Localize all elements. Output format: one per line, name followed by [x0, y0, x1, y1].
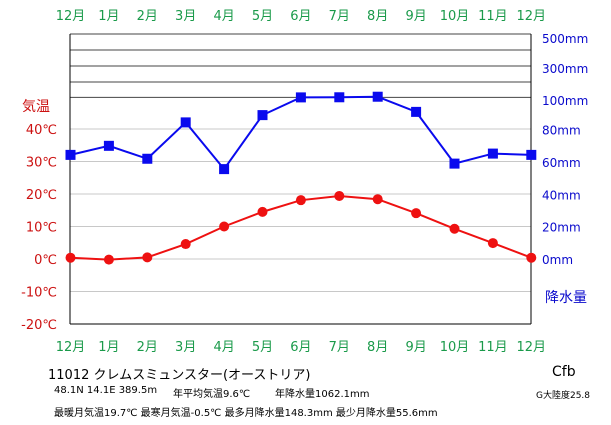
- temperature-line: [70, 194, 532, 261]
- month-label-top: 8月: [367, 9, 388, 24]
- month-label-top: 12月: [517, 9, 547, 24]
- temperature-axis: 気温 40℃ 30℃ 20℃ 10℃ 0℃ -10℃ -20℃: [21, 99, 57, 333]
- month-label-top: 10月: [440, 9, 470, 24]
- temperature-point: [487, 238, 498, 249]
- precipitation-axis-label: 降水量: [545, 290, 587, 306]
- month-label-bottom: 12月: [56, 340, 86, 355]
- precipitation-point: [142, 153, 153, 164]
- temperature-tick-label: 10℃: [26, 221, 57, 236]
- month-label-top: 1月: [98, 9, 119, 24]
- monthly-extremes: 最暖月気温19.7℃ 最寒月気温-0.5℃ 最多月降水量148.3mm 最少月降…: [54, 408, 438, 419]
- climate-class: Cfb: [552, 364, 576, 380]
- precipitation-tick-label: 300mm: [542, 62, 588, 76]
- precipitation-point: [449, 158, 460, 169]
- precipitation-point: [295, 92, 306, 103]
- month-label-top: 12月: [56, 9, 86, 24]
- precipitation-tick-label: 20mm: [542, 221, 581, 235]
- precipitation-tick-label: 60mm: [542, 156, 581, 170]
- month-label-bottom: 5月: [252, 340, 273, 355]
- precipitation-tick-label: 100mm: [542, 94, 588, 108]
- precipitation-point: [180, 117, 191, 128]
- temperature-point: [103, 254, 114, 265]
- temperature-tick-label: -20℃: [21, 318, 57, 333]
- month-label-bottom: 12月: [517, 340, 547, 355]
- annual-temperature: 年平均気温9.6℃: [173, 389, 251, 400]
- temperature-tick-label: 40℃: [26, 123, 57, 138]
- temperature-tick-label: 20℃: [26, 188, 57, 203]
- station-name: 11012 クレムスミュンスター(オーストリア): [48, 368, 311, 383]
- month-labels-top: 12月 1月 2月 3月 4月 5月 6月 7月 8月 9月 10月 11月 12月: [56, 9, 546, 24]
- coordinates: 48.1N 14.1E 389.5m: [54, 385, 158, 396]
- month-label-top: 9月: [405, 9, 426, 24]
- temperature-point: [65, 252, 76, 263]
- temperature-point: [372, 194, 383, 205]
- continentality: G大陸度25.8: [536, 391, 591, 401]
- month-label-bottom: 10月: [440, 340, 470, 355]
- precipitation-tick-label: 80mm: [542, 124, 581, 138]
- month-label-top: 6月: [290, 9, 311, 24]
- precipitation-point: [411, 106, 422, 117]
- temperature-tick-label: 30℃: [26, 156, 57, 171]
- temperature-point: [219, 221, 230, 232]
- month-label-bottom: 1月: [98, 340, 119, 355]
- precipitation-point: [487, 148, 498, 159]
- month-label-bottom: 8月: [367, 340, 388, 355]
- temperature-tick-label: -10℃: [21, 286, 57, 301]
- precipitation-tick-label: 40mm: [542, 188, 581, 202]
- precipitation-tick-label: 0mm: [542, 253, 573, 267]
- month-label-bottom: 2月: [137, 340, 158, 355]
- precipitation-point: [257, 110, 268, 121]
- temperature-point: [257, 206, 268, 217]
- month-label-bottom: 6月: [290, 340, 311, 355]
- month-label-top: 7月: [329, 9, 350, 24]
- temperature-axis-label: 気温: [22, 99, 50, 115]
- month-label-top: 3月: [175, 9, 196, 24]
- month-label-bottom: 3月: [175, 340, 196, 355]
- precipitation-point: [334, 92, 345, 103]
- precipitation-axis: 500mm 300mm 100mm 80mm 60mm 40mm 20mm 0mm 降水量: [542, 32, 588, 306]
- temperature-tick-label: 0℃: [34, 253, 57, 268]
- temperature-point: [334, 190, 345, 201]
- temperature-point: [526, 252, 537, 263]
- month-label-bottom: 11月: [478, 340, 508, 355]
- grid-lines: [70, 33, 531, 325]
- temperature-point: [411, 208, 422, 219]
- temperature-point: [295, 195, 306, 206]
- plot-frame: [69, 34, 532, 325]
- precipitation-tick-label: 500mm: [542, 32, 588, 46]
- temperature-point: [180, 239, 191, 250]
- month-label-bottom: 4月: [213, 340, 234, 355]
- annual-precipitation: 年降水量1062.1mm: [275, 389, 370, 400]
- precipitation-point: [372, 91, 383, 102]
- precipitation-point: [219, 164, 230, 175]
- month-labels-bottom: 12月 1月 2月 3月 4月 5月 6月 7月 8月 9月 10月 11月 12月: [56, 340, 546, 355]
- precipitation-line: [70, 95, 532, 171]
- precipitation-point: [103, 140, 114, 151]
- temperature-point: [142, 252, 153, 263]
- precipitation-point: [526, 149, 537, 160]
- month-label-top: 11月: [478, 9, 508, 24]
- temperature-point: [449, 223, 460, 234]
- precipitation-point: [65, 149, 76, 160]
- month-label-top: 2月: [137, 9, 158, 24]
- month-label-top: 4月: [213, 9, 234, 24]
- month-label-top: 5月: [252, 9, 273, 24]
- month-label-bottom: 7月: [329, 340, 350, 355]
- data-series: [65, 91, 537, 265]
- month-label-bottom: 9月: [405, 340, 426, 355]
